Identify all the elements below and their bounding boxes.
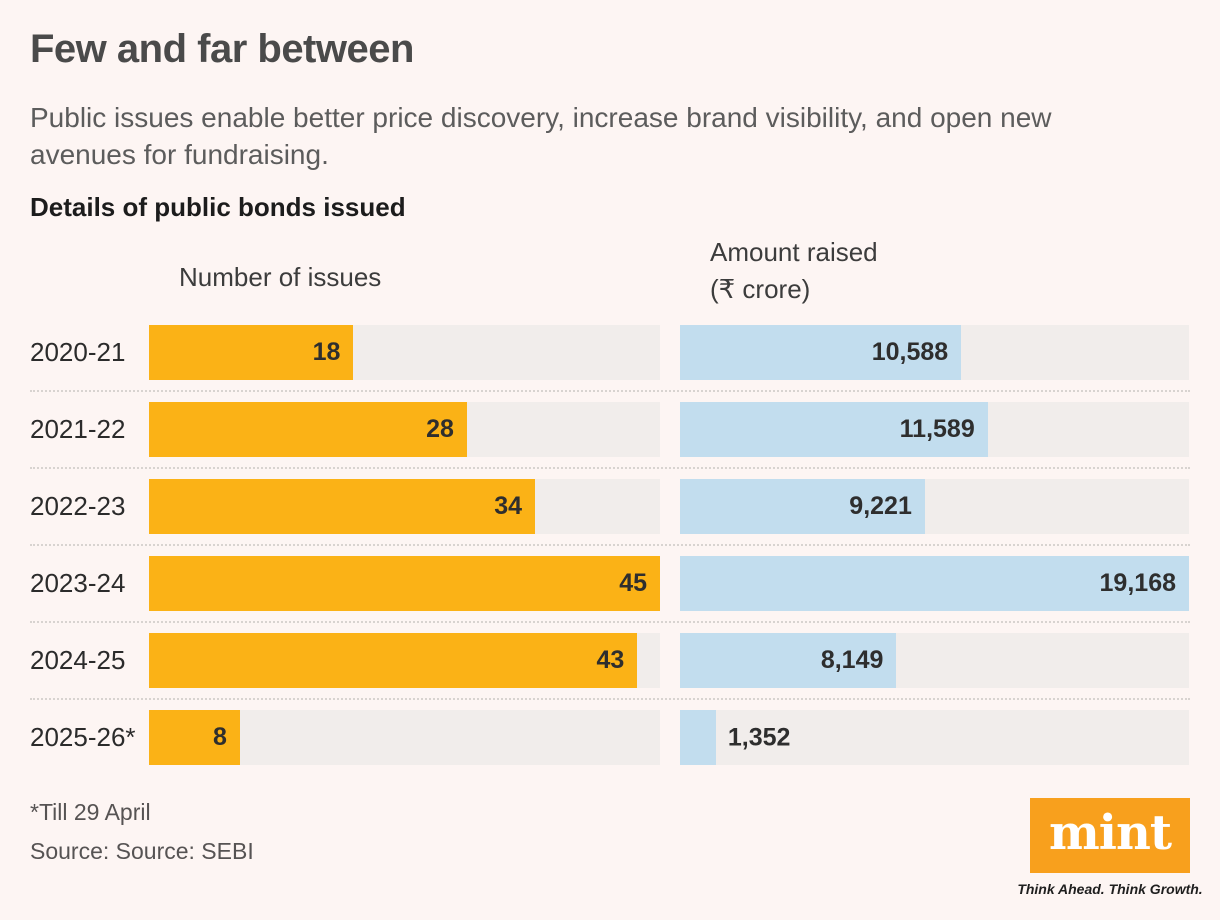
year-label: 2023-24	[30, 568, 126, 598]
row-separator	[30, 621, 1190, 623]
amount-bar-track: 1,352	[680, 710, 1189, 765]
row-separator	[30, 390, 1190, 392]
mint-logo: mint	[1030, 798, 1190, 873]
issues-bar: 34	[149, 479, 536, 534]
amount-bar-track: 11,589	[680, 402, 1189, 457]
source-line: Source: Source: SEBI	[30, 838, 254, 864]
bar-value-label: 1,352	[727, 723, 791, 751]
row-separator	[30, 544, 1190, 546]
column-header-amount-line1: Amount raised	[710, 237, 878, 267]
row-separator	[30, 467, 1190, 469]
chart-heading: Details of public bonds issued	[30, 192, 406, 222]
chart-rows: 2020-21 18 10,588 2021-22 28 11,589 2022-23 34 9…	[30, 325, 1190, 765]
amount-bar-track: 19,168	[680, 556, 1189, 611]
issues-bar-track: 43	[149, 633, 660, 688]
chart-row: 2022-23 34 9,221	[30, 479, 1190, 534]
year-label: 2024-25	[30, 645, 126, 675]
year-label: 2022-23	[30, 491, 126, 521]
bar-value-label: 28	[426, 415, 454, 443]
page-title: Few and far between	[30, 27, 414, 71]
column-gap	[660, 402, 680, 457]
column-gap	[660, 479, 680, 534]
column-header-amount: Amount raised (₹ crore)	[710, 234, 878, 308]
amount-bar-track: 10,588	[680, 325, 1189, 380]
year-label: 2021-22	[30, 414, 126, 444]
bar-value-label: 10,588	[871, 338, 949, 366]
amount-bar-track: 8,149	[680, 633, 1189, 688]
year-label: 2020-21	[30, 337, 126, 367]
amount-bar: 10,588	[680, 325, 962, 380]
issues-bar: 18	[149, 325, 354, 380]
mint-tagline: Think Ahead. Think Growth.	[1017, 881, 1203, 897]
column-gap	[660, 556, 680, 611]
bar-value-label: 18	[312, 338, 341, 366]
amount-bar-track: 9,221	[680, 479, 1189, 534]
bar-value-label: 8,149	[820, 646, 884, 674]
mint-logo-text: mint	[1048, 804, 1172, 861]
amount-bar: 11,589	[680, 402, 988, 457]
amount-bar	[680, 710, 716, 765]
issues-bar: 45	[149, 556, 660, 611]
issues-bar-track: 45	[149, 556, 660, 611]
column-header-amount-line2: (₹ crore)	[710, 274, 811, 304]
issues-bar-track: 8	[149, 710, 660, 765]
amount-bar: 19,168	[680, 556, 1189, 611]
issues-bar-track: 28	[149, 402, 660, 457]
amount-bar: 9,221	[680, 479, 925, 534]
chart-row: 2024-25 43 8,149	[30, 633, 1190, 688]
column-header-issues: Number of issues	[179, 262, 382, 292]
bar-value-label: 43	[596, 646, 625, 674]
footnote: *Till 29 April	[30, 799, 151, 825]
year-label: 2025-26*	[30, 722, 136, 752]
column-gap	[660, 633, 680, 688]
bar-value-label: 11,589	[899, 415, 975, 443]
issues-bar: 8	[149, 710, 240, 765]
issues-bar-track: 18	[149, 325, 660, 380]
issues-bar: 43	[149, 633, 638, 688]
bar-value-label: 8	[212, 723, 227, 751]
bar-value-label: 19,168	[1099, 569, 1176, 597]
page-subtitle: Public issues enable better price discov…	[30, 102, 1052, 170]
column-gap	[660, 325, 680, 380]
bar-value-label: 45	[619, 569, 647, 597]
bar-value-label: 34	[494, 492, 523, 520]
issues-bar-track: 34	[149, 479, 660, 534]
issues-bar: 28	[149, 402, 467, 457]
row-separator	[30, 698, 1190, 700]
bar-value-label: 9,221	[849, 492, 912, 520]
chart-row: 2023-24 45 19,168	[30, 556, 1190, 611]
chart-row: 2021-22 28 11,589	[30, 402, 1190, 457]
amount-bar: 8,149	[680, 633, 897, 688]
column-gap	[660, 710, 680, 765]
chart-row: 2025-26* 8 1,352	[30, 710, 1190, 765]
chart-row: 2020-21 18 10,588	[30, 325, 1190, 380]
